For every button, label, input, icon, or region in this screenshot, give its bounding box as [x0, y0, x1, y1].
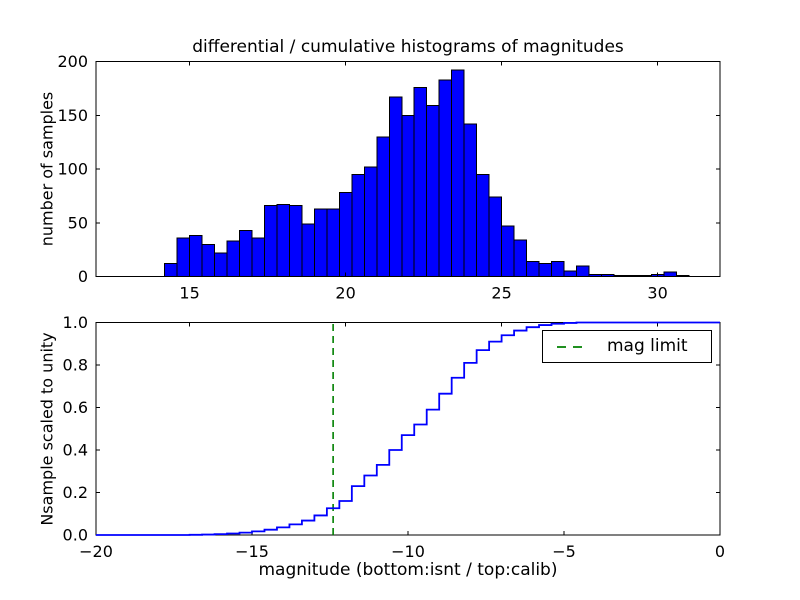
top-plot-title: differential / cumulative histograms of …: [192, 37, 624, 57]
histogram-bar: [164, 263, 178, 278]
histogram-bar: [251, 237, 265, 278]
x-tick-label: 15: [179, 284, 199, 303]
histogram-bar: [438, 79, 453, 278]
histogram-bar: [513, 239, 528, 277]
histogram-bar: [463, 123, 478, 277]
histogram-bar: [476, 173, 490, 277]
histogram-bar: [214, 252, 228, 278]
histogram-bar: [413, 86, 428, 277]
histogram-bar: [239, 229, 253, 277]
x-tick-label: −20: [79, 542, 113, 561]
y-tick-label: 0.4: [63, 441, 88, 460]
histogram-bar: [451, 69, 465, 277]
x-tick-label: 30: [647, 284, 667, 303]
histogram-bar: [426, 105, 440, 277]
histogram-bar: [326, 208, 340, 277]
histogram-bar: [526, 260, 540, 278]
axes-frame: [95, 322, 721, 536]
legend-label: mag limit: [607, 336, 688, 356]
cumulative-step-curve: [96, 321, 720, 536]
x-tick-label: 25: [491, 284, 511, 303]
histogram-bar: [663, 271, 677, 278]
x-tick-label: 0: [715, 542, 725, 561]
histogram-bar: [338, 192, 353, 277]
y-tick-label: 0.2: [63, 483, 88, 502]
histogram-bar: [276, 203, 290, 278]
y-tick-label: 0: [78, 267, 88, 286]
histogram-bar: [563, 270, 577, 277]
histogram-bar: [388, 96, 403, 277]
x-tick-label: −10: [391, 542, 425, 561]
y-tick-label: 50: [68, 213, 88, 232]
bottom-plot-ylabel: Nsample scaled to unity: [37, 332, 57, 526]
histogram-bar: [351, 173, 365, 277]
histogram-bar: [176, 237, 191, 278]
histogram-bar: [189, 235, 203, 277]
legend: mag limit: [542, 330, 712, 363]
axes-frame: [95, 61, 721, 277]
histogram-bar: [363, 166, 378, 278]
y-tick-label: 0.8: [63, 356, 88, 375]
histogram-bar: [201, 243, 216, 277]
histogram-bar: [301, 223, 315, 277]
y-tick-label: 200: [57, 52, 88, 71]
y-tick-label: 1.0: [63, 313, 88, 332]
legend-dashed-line-icon: [557, 345, 589, 348]
x-axis-label: magnitude (bottom:isnt / top:calib): [258, 560, 558, 580]
top-plot-ylabel: number of samples: [37, 91, 57, 247]
x-tick-label: 20: [335, 284, 355, 303]
histogram-bar: [226, 240, 241, 277]
histogram-bar: [401, 114, 415, 277]
histogram-bar: [376, 136, 390, 277]
histogram-bar: [538, 263, 553, 278]
y-tick-label: 0.6: [63, 398, 88, 417]
x-tick-label: −5: [552, 542, 576, 561]
y-tick-label: 150: [57, 106, 88, 125]
histogram-bar: [488, 196, 503, 277]
histogram-bar: [313, 208, 328, 277]
histogram-bar: [501, 225, 515, 278]
histogram-bar: [288, 205, 303, 277]
histogram-bar: [263, 205, 278, 277]
y-tick-label: 100: [57, 160, 88, 179]
x-tick-label: −15: [235, 542, 269, 561]
y-tick-label: 0.0: [63, 526, 88, 545]
histogram-bar: [575, 265, 590, 277]
histogram-bar: [551, 260, 565, 278]
